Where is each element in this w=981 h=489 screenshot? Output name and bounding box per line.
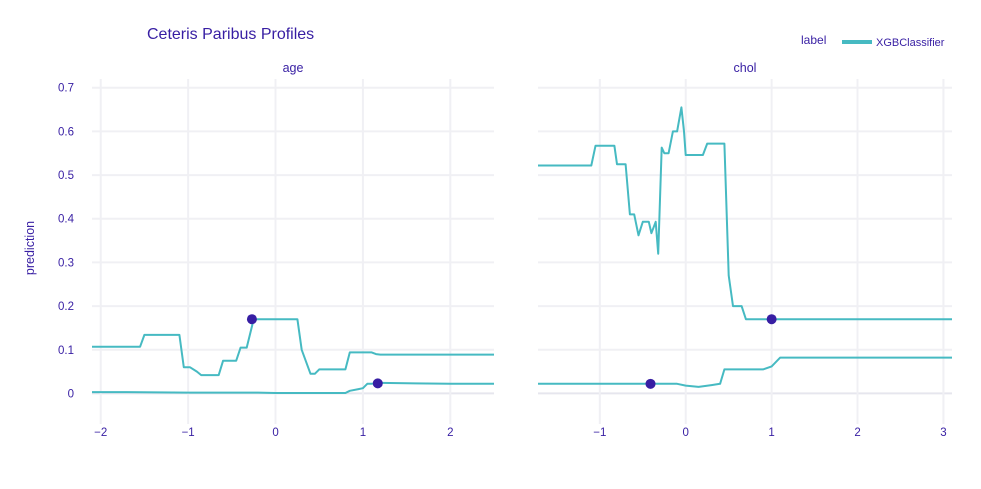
y-axis-label: prediction [23,221,37,275]
y-tick-label: 0.4 [58,214,75,226]
x-tick-label: 1 [768,427,774,439]
y-tick-label: 0.7 [58,83,74,95]
y-tick-label: 0.3 [58,257,74,269]
observation-point-chol-2 [645,378,656,389]
x-tick-label: −1 [593,427,606,439]
legend[interactable]: label XGBClassifier [801,33,945,49]
x-tick-label: 3 [940,427,946,439]
panels: 0 0.1 0.2 0.3 0.4 0.5 0.6 0.7 −2 −1 0 1 2 age −1 0 1 2 3 ch… [58,61,952,439]
panel-chol: −1 0 1 2 3 chol [538,61,952,439]
y-tick-label: 0.5 [58,170,74,182]
y-tick-label: 0.1 [58,345,74,357]
panel-title-chol: chol [734,61,757,75]
y-tick-label: 0.6 [58,126,74,138]
panel-age: 0 0.1 0.2 0.3 0.4 0.5 0.6 0.7 −2 −1 0 1 2 age [58,61,494,439]
profile-line-age-2 [92,381,494,394]
x-tick-label: 0 [272,427,278,439]
legend-title: label [801,33,826,47]
y-tick-label: 0 [68,388,74,400]
x-tick-label: −2 [94,427,107,439]
chart-title: Ceteris Paribus Profiles [147,26,314,43]
observation-point-age-1 [246,314,257,325]
legend-label-xgbclassifier: XGBClassifier [876,37,945,49]
y-tick-label: 0.2 [58,301,74,313]
profile-line-age-1 [92,318,494,377]
x-tick-label: 1 [360,427,366,439]
observation-point-age-2 [372,378,383,389]
profile-line-chol-1 [538,106,952,321]
x-tick-label: 2 [854,427,860,439]
panel-title-age: age [283,61,304,75]
x-tick-label: −1 [182,427,195,439]
observation-point-chol-1 [766,314,777,325]
x-tick-label: 0 [683,427,689,439]
x-tick-label: 2 [447,427,453,439]
